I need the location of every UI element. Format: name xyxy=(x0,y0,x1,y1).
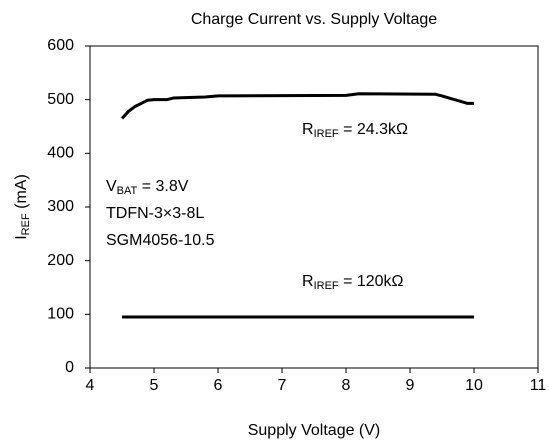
x-axis-label: Supply Voltage (V) xyxy=(248,422,381,439)
y-tick-label: 200 xyxy=(47,252,74,269)
y-tick-label: 400 xyxy=(47,145,74,162)
annotation-main: R xyxy=(302,121,314,138)
x-tick-label: 9 xyxy=(406,377,415,394)
y-label-rest: (mA) xyxy=(13,174,30,213)
y-label-main: I xyxy=(13,235,30,239)
annotation-main: V xyxy=(106,178,117,195)
annotation-main: R xyxy=(302,273,314,290)
annotation-rest: = 24.3kΩ xyxy=(339,121,408,138)
annotation-sub: IREF xyxy=(314,280,339,292)
x-tick-label: 10 xyxy=(465,377,483,394)
x-tick-label: 5 xyxy=(150,377,159,394)
annotation: RIREF = 120kΩ xyxy=(302,273,404,292)
annotation: SGM4056-10.5 xyxy=(106,232,215,249)
annotation: VBAT = 3.8V xyxy=(106,178,189,197)
y-tick-label: 300 xyxy=(47,198,74,215)
x-tick-label: 8 xyxy=(342,377,351,394)
series-line xyxy=(120,92,474,120)
y-tick-label: 100 xyxy=(47,306,74,323)
annotation-rest: = 3.8V xyxy=(137,178,188,195)
x-tick-label: 6 xyxy=(214,377,223,394)
x-tick-label: 4 xyxy=(86,377,95,394)
y-label-sub: REF xyxy=(20,213,32,235)
chart-title: Charge Current vs. Supply Voltage xyxy=(191,11,437,28)
y-tick-label: 0 xyxy=(65,359,74,376)
y-axis-label: IREF (mA) xyxy=(13,174,32,240)
x-tick-label: 7 xyxy=(278,377,287,394)
y-tick-label: 600 xyxy=(47,37,74,54)
annotation: TDFN-3×3-8L xyxy=(106,205,204,222)
annotation: RIREF = 24.3kΩ xyxy=(302,121,408,140)
annotation-rest: = 120kΩ xyxy=(339,273,404,290)
annotation-sub: BAT xyxy=(117,185,138,197)
y-tick-label: 500 xyxy=(47,91,74,108)
annotation-sub: IREF xyxy=(314,128,339,140)
annotation-box xyxy=(100,170,250,255)
x-tick-label: 11 xyxy=(530,377,547,394)
